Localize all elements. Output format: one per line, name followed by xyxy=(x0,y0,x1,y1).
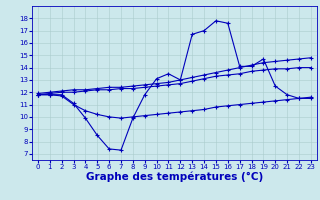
X-axis label: Graphe des températures (°C): Graphe des températures (°C) xyxy=(86,172,263,182)
